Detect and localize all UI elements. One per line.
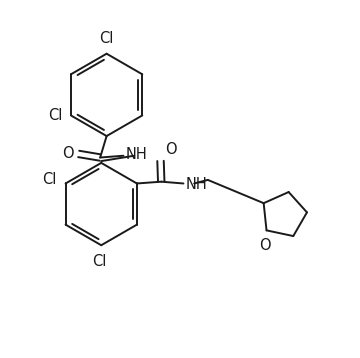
Text: Cl: Cl: [99, 31, 114, 46]
Text: O: O: [165, 142, 177, 158]
Text: Cl: Cl: [92, 254, 107, 269]
Text: Cl: Cl: [42, 173, 57, 187]
Text: Cl: Cl: [48, 108, 62, 123]
Text: NH: NH: [185, 177, 207, 192]
Text: NH: NH: [125, 147, 147, 162]
Text: O: O: [62, 146, 74, 161]
Text: O: O: [259, 238, 271, 253]
